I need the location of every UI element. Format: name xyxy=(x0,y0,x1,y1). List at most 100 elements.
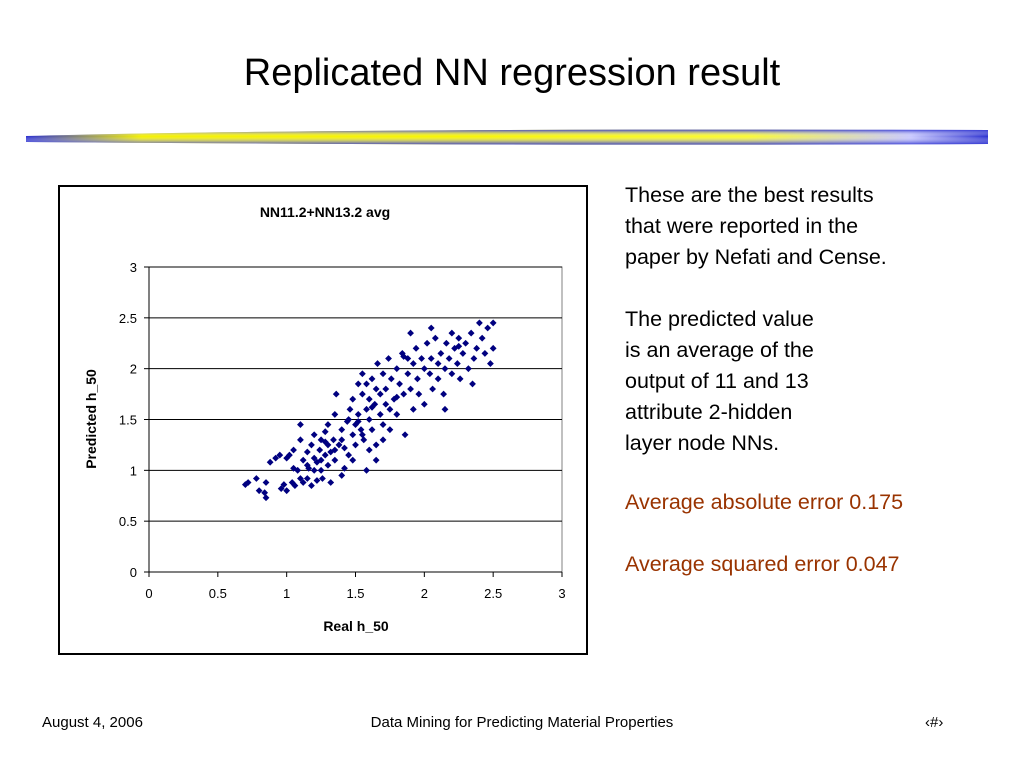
data-point xyxy=(368,403,376,411)
data-point xyxy=(290,446,297,454)
x-tick-label: 2 xyxy=(421,586,428,601)
data-point xyxy=(427,324,435,332)
footer-date: August 4, 2006 xyxy=(42,714,143,731)
data-point xyxy=(297,436,304,444)
data-point xyxy=(255,487,263,495)
description-line: layer node NNs. xyxy=(625,431,780,455)
data-point xyxy=(412,344,420,352)
data-point xyxy=(487,360,494,367)
data-point xyxy=(415,390,423,398)
data-point xyxy=(313,477,321,484)
data-point xyxy=(407,329,414,337)
data-point xyxy=(376,411,384,418)
average-absolute-error: Average absolute error 0.175 xyxy=(625,490,904,514)
data-point xyxy=(261,489,269,497)
data-point xyxy=(427,355,435,362)
data-point xyxy=(262,479,270,486)
x-tick-label: 2.5 xyxy=(484,586,502,601)
data-point xyxy=(426,370,434,378)
data-point xyxy=(456,375,464,383)
x-tick-label: 3 xyxy=(558,586,565,601)
data-point xyxy=(368,375,376,383)
data-point xyxy=(445,355,453,362)
data-point xyxy=(352,441,359,449)
data-point xyxy=(379,370,387,378)
y-tick-label: 0 xyxy=(130,565,137,580)
description-line: is an average of the xyxy=(625,338,814,362)
data-point xyxy=(297,421,304,428)
x-tick-label: 0 xyxy=(145,586,152,601)
y-tick-label: 3 xyxy=(130,260,137,275)
data-point xyxy=(280,481,288,488)
data-point xyxy=(363,380,370,388)
data-point xyxy=(317,466,325,474)
title-divider xyxy=(26,129,988,145)
data-point xyxy=(308,482,315,489)
description-line: output of 11 and 13 xyxy=(625,369,809,393)
data-point xyxy=(489,344,497,352)
description-paragraph-1: These are the best results that were rep… xyxy=(625,180,985,273)
data-point xyxy=(324,421,332,428)
description-line: paper by Nefati and Cense. xyxy=(625,245,887,269)
data-point xyxy=(372,385,380,393)
data-point xyxy=(431,334,439,342)
data-point xyxy=(303,475,311,482)
data-point xyxy=(429,385,436,393)
data-point xyxy=(349,456,357,464)
data-point xyxy=(345,416,353,423)
data-point xyxy=(434,360,442,367)
data-point xyxy=(434,375,442,383)
data-point xyxy=(464,365,472,373)
footer-title: Data Mining for Predicting Material Prop… xyxy=(370,714,674,731)
data-point xyxy=(310,454,318,462)
description-line: The predicted value xyxy=(625,307,814,331)
data-point xyxy=(331,456,339,464)
data-point xyxy=(277,485,285,493)
data-point xyxy=(386,405,394,413)
data-point xyxy=(286,451,293,459)
data-point xyxy=(321,438,329,446)
scatter-chart: NN11.2+NN13.2 avg Real h_50 Predicted h_… xyxy=(83,204,566,634)
data-point xyxy=(363,405,370,413)
data-point xyxy=(357,426,365,434)
data-point xyxy=(400,390,408,398)
data-point xyxy=(349,395,357,403)
description-line: that were reported in the xyxy=(625,214,859,238)
data-point xyxy=(252,475,260,482)
data-point xyxy=(441,405,449,413)
data-point xyxy=(441,365,449,373)
data-point xyxy=(374,360,381,367)
data-point xyxy=(455,334,463,342)
data-point xyxy=(396,380,403,388)
data-point xyxy=(321,428,329,436)
data-point xyxy=(455,342,463,350)
data-point xyxy=(462,339,470,347)
data-point xyxy=(473,344,481,352)
data-point xyxy=(459,350,467,357)
data-point xyxy=(346,405,354,413)
data-point xyxy=(358,370,366,378)
chart-title: NN11.2+NN13.2 avg xyxy=(260,204,390,220)
data-point xyxy=(379,421,387,428)
average-squared-error: Average squared error 0.047 xyxy=(625,552,900,576)
description-paragraph-2: The predicted value is an average of the… xyxy=(625,304,985,459)
data-point xyxy=(414,375,421,383)
data-point xyxy=(349,431,357,439)
data-point xyxy=(338,436,346,444)
data-point xyxy=(365,395,373,403)
data-point xyxy=(330,436,337,444)
data-point xyxy=(404,370,412,378)
data-point xyxy=(442,339,450,347)
x-axis-label: Real h_50 xyxy=(323,618,389,634)
data-point xyxy=(393,365,401,373)
data-point xyxy=(331,411,339,418)
data-point xyxy=(360,436,368,444)
data-point xyxy=(401,431,409,439)
data-point xyxy=(481,350,489,357)
data-point xyxy=(440,390,448,398)
data-point xyxy=(393,411,401,418)
data-point xyxy=(476,319,483,327)
grid-lines xyxy=(148,266,563,573)
data-point xyxy=(420,365,428,373)
data-point xyxy=(418,355,425,362)
